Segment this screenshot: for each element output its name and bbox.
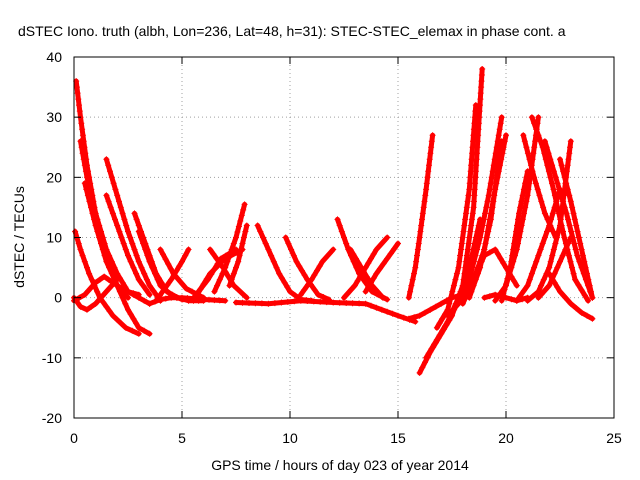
x-axis-title: GPS time / hours of day 023 of year 2014	[211, 457, 469, 473]
x-tick-label: 10	[282, 430, 298, 446]
series-24	[363, 241, 401, 295]
series-12-markers	[153, 246, 192, 304]
y-axis-title: dSTEC / TECUs	[11, 186, 27, 288]
series-31-markers	[444, 114, 505, 319]
x-tick-label: 0	[70, 430, 78, 446]
y-tick-label: 20	[46, 169, 62, 185]
series-25-markers	[233, 297, 419, 325]
series-30-markers	[433, 102, 479, 331]
x-tick-label: 25	[606, 430, 622, 446]
series-16-markers	[211, 201, 248, 295]
series-40	[529, 114, 591, 304]
series-5-markers	[103, 156, 164, 304]
y-tick-label: 10	[46, 230, 62, 246]
series-17-markers	[226, 222, 250, 289]
series-23-markers	[341, 234, 391, 301]
series-26-markers	[405, 132, 436, 301]
x-tick-label: 15	[390, 430, 406, 446]
grid	[74, 57, 614, 418]
series-6-markers	[103, 192, 153, 298]
y-tick-label: 0	[54, 290, 62, 306]
series-45-markers	[520, 132, 559, 241]
series-20-markers	[297, 246, 337, 298]
y-tick-label: 30	[46, 109, 62, 125]
y-tick-label: -10	[42, 350, 62, 366]
x-tick-label: 5	[178, 430, 186, 446]
series-group	[71, 66, 596, 376]
chart-title: dSTEC Iono. truth (albh, Lon=236, Lat=48…	[18, 23, 566, 39]
y-tick-label: -20	[42, 410, 62, 426]
series-44-markers	[535, 234, 574, 301]
ticks: 0 5 10 15 20 25 -20 -10 0 10 20 30 40	[42, 49, 622, 446]
y-tick-label: 40	[46, 49, 62, 65]
x-tick-label: 20	[498, 430, 514, 446]
series-21	[335, 216, 390, 302]
series-24-markers	[362, 240, 401, 295]
series-42-markers	[557, 156, 596, 301]
